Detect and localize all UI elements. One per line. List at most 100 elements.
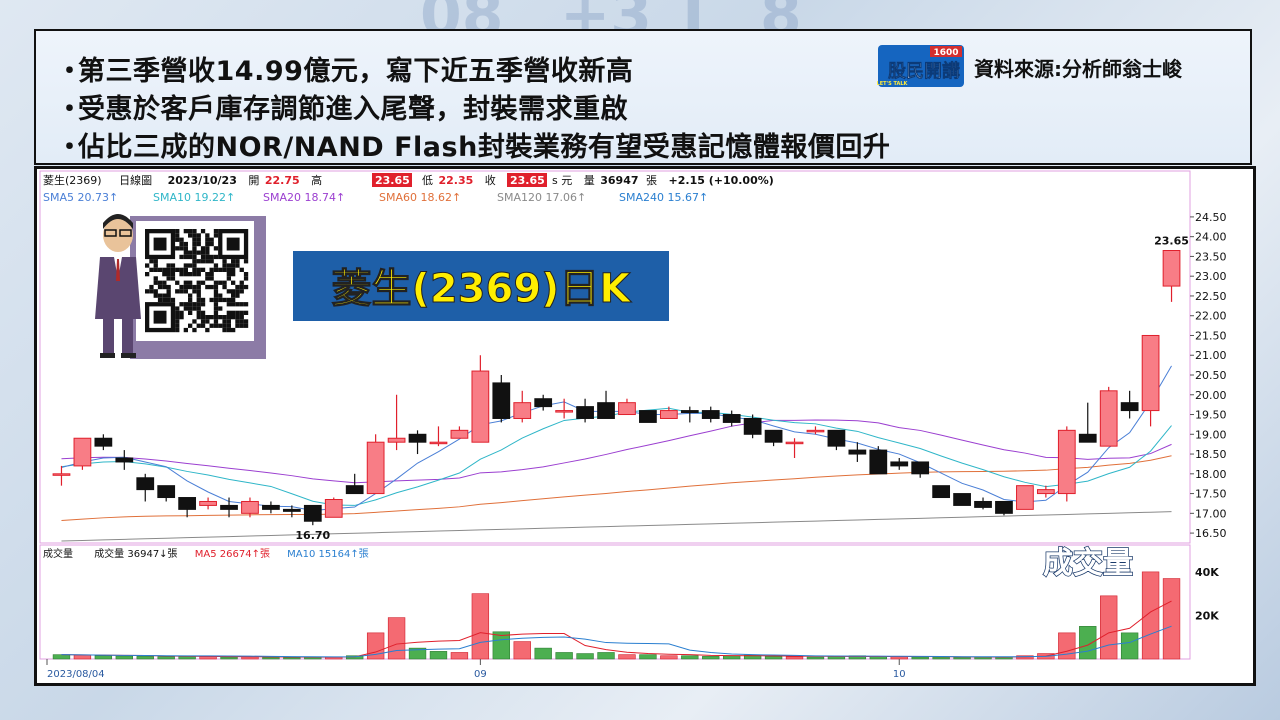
qr-module [166,276,171,281]
qr-module [170,276,176,281]
qr-module [226,272,231,277]
price-axis-label: 23.50 [1195,250,1227,263]
qr-module [218,297,223,303]
volume-bar [1162,578,1181,660]
qr-module [222,319,227,324]
qr-module [183,229,188,234]
candle-body [1120,402,1139,412]
qr-module [188,250,193,255]
source-label: 資料來源:分析師翁士峻 [974,57,1182,81]
qr-module [213,315,219,320]
sma-legend: SMA5 20.73↑ SMA10 19.22↑ SMA20 18.74↑ SMA60… [43,191,708,204]
qr-module [192,289,197,294]
qr-module [235,289,240,294]
volume-bar [220,656,238,660]
qr-module [200,259,206,264]
qr-module [153,259,158,264]
qr-module [157,293,163,298]
qr-module [235,310,240,315]
volume-bar [1141,571,1160,660]
qr-module [196,297,201,303]
qr-module [166,272,171,277]
logo-number: 1600 [933,48,958,58]
qr-module [196,233,201,238]
qr-module [183,263,188,268]
qr-module [231,259,236,264]
qr-module [200,267,206,272]
qr-module [175,289,180,294]
qr-module [213,319,219,324]
qr-module [218,280,223,285]
qr-module [239,315,244,320]
volume-bar [52,654,71,660]
candle-body [555,410,574,413]
candle-body [785,441,804,445]
candle-body [345,485,364,495]
qr-module [175,315,180,320]
qr-code[interactable] [145,229,249,333]
qr-module [205,284,210,290]
price-annotation: 23.65 [1154,235,1189,248]
candle-body [890,461,909,467]
qr-module [192,327,197,333]
qr-module [192,284,197,290]
volume-bar [576,653,594,660]
qr-module [145,272,150,277]
qr-module [175,323,180,328]
header-stock: 菱生(2369) [43,173,102,187]
qr-module [183,302,188,307]
qr-module [213,267,219,272]
qr-module [183,327,188,333]
qr-module [188,302,193,307]
qr-module [235,302,240,307]
qr-module [235,293,240,298]
sma-label: SMA5 20.73↑ [43,191,118,204]
qr-module [153,267,158,272]
qr-module [149,284,154,290]
qr-finder-core [153,237,167,251]
header-low: 22.35 [439,174,474,187]
qr-module [196,310,201,315]
qr-module [183,306,188,311]
header-close-label: 收 [485,173,496,187]
qr-module [183,254,188,260]
candle-body [764,429,783,443]
candle-body [262,504,280,510]
candle-body [408,433,427,443]
candle-body [1036,489,1055,495]
qr-module [179,284,184,290]
bullet-3: ・佔比三成的NOR/NAND Flash封裝業務有望受惠記憶體報價回升 [56,132,891,163]
title-box: 菱生(2369)日K [293,251,669,321]
volume-bar [1120,632,1139,660]
candle-body [220,504,238,510]
qr-module [166,263,171,268]
qr-module [243,319,249,324]
qr-module [162,272,167,277]
qr-module [170,272,176,277]
candle-body [513,402,532,419]
qr-module [196,302,201,307]
qr-module [239,280,244,285]
summary-panel: ・第三季營收14.99億元，寫下近五季營收新高 ・受惠於客戶庫存調節進入尾聲，封… [34,29,1252,165]
volume-bar [1100,595,1118,660]
qr-module [175,319,180,324]
qr-module [179,315,184,320]
candle-body [869,449,888,475]
qr-module [222,263,227,268]
qr-module [183,246,188,251]
candle-body [680,410,699,414]
sma-label: SMA240 15.67↑ [619,191,708,204]
qr-module [200,315,206,320]
qr-module [179,254,184,260]
qr-module [205,237,210,242]
qr-module [231,302,236,307]
qr-module [175,280,180,285]
qr-module [188,272,193,277]
price-axis-label: 18.00 [1195,468,1227,481]
qr-module [196,293,201,298]
qr-module [188,310,193,315]
qr-module [239,323,244,328]
qr-module [235,323,240,328]
qr-module [231,272,236,277]
candle-body [932,485,951,499]
